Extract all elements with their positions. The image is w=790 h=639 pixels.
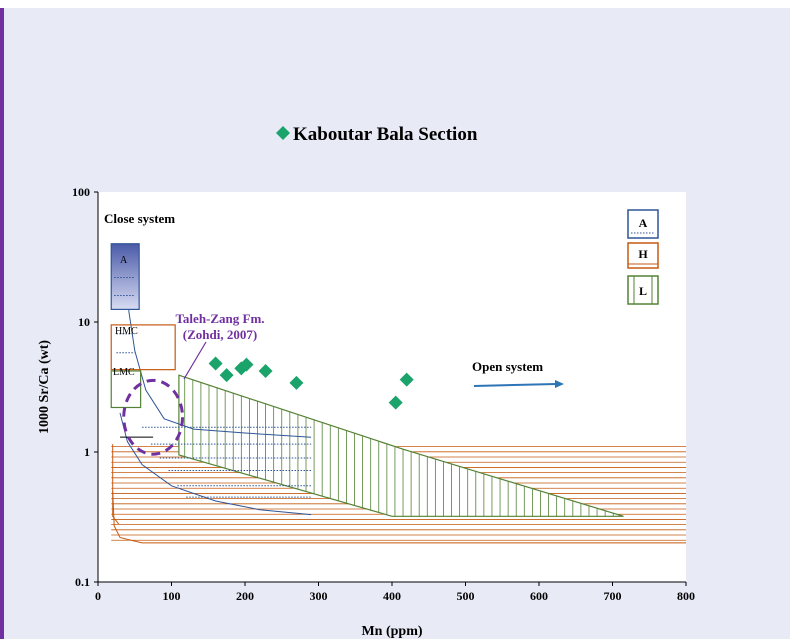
x-tick-label: 100 <box>163 589 181 603</box>
data-point-diamond <box>239 357 254 372</box>
hmc-lower-envelope <box>112 491 686 544</box>
aragonite-lower-curve <box>119 412 312 516</box>
lmc-box <box>110 370 142 409</box>
x-tick-label: 600 <box>530 589 548 603</box>
open-system-label: Open system <box>472 359 543 374</box>
svg-text:L: L <box>639 284 647 298</box>
data-point-diamond <box>258 363 273 378</box>
x-tick-label: 400 <box>383 589 401 603</box>
aragonite-box <box>110 243 140 311</box>
data-point-diamond <box>208 356 223 371</box>
lmc-box-label: LMC <box>113 367 135 378</box>
left-accent-rule <box>0 8 4 639</box>
y-tick-label: 100 <box>72 185 90 199</box>
x-axis-label: Mn (ppm) <box>361 624 422 639</box>
aragonite-upper-curve <box>126 259 312 438</box>
chart-title: Kaboutar Bala Section <box>293 124 478 145</box>
top-bar <box>0 0 790 8</box>
sr-ca-vs-mn-chart: Kaboutar Bala Section 0 100 200 300 400 500 60… <box>37 124 695 639</box>
data-point-diamond <box>289 375 304 390</box>
legend-entry-lmc: L <box>627 275 659 305</box>
y-tick-label: 10 <box>78 315 90 329</box>
taleh-zang-label-line2: (Zohdi, 2007) <box>183 327 257 342</box>
x-tick-label: 200 <box>236 589 254 603</box>
svg-text:H: H <box>638 247 648 261</box>
aragonite-box-label: A <box>120 255 128 266</box>
chart-stage: Kaboutar Bala Section 0 100 200 300 400 500 60… <box>8 8 790 639</box>
taleh-zang-label-line1: Taleh-Zang Fm. <box>175 311 264 326</box>
taleh-zang-field <box>122 378 185 456</box>
x-tick-label: 700 <box>604 589 622 603</box>
taleh-zang-pointer <box>183 341 207 380</box>
data-point-diamond <box>388 395 403 410</box>
y-tick-label: 0.1 <box>75 575 90 589</box>
hmc-box <box>110 324 176 371</box>
chart-title-group: Kaboutar Bala Section <box>276 124 478 145</box>
svg-text:A: A <box>639 216 648 230</box>
close-system-label: Close system <box>104 211 175 226</box>
y-axis-label: 1000 Sr/Ca (wt) <box>37 340 52 434</box>
legend-entry-hmc: H <box>627 242 659 269</box>
open-system-arrow <box>473 380 564 388</box>
data-point-diamond <box>399 372 414 387</box>
x-tick-label: 0 <box>95 589 101 603</box>
legend-entry-aragonite: A <box>627 209 659 239</box>
x-tick-label: 500 <box>457 589 475 603</box>
y-tick-label: 1 <box>84 445 90 459</box>
hmc-left-envelope <box>112 444 119 525</box>
x-tick-label: 300 <box>310 589 328 603</box>
legend: A H L <box>627 209 659 305</box>
data-point-diamond <box>219 368 234 383</box>
title-diamond-marker <box>276 126 290 140</box>
hmc-box-label: HMC <box>115 326 138 337</box>
x-tick-label: 800 <box>677 589 695 603</box>
